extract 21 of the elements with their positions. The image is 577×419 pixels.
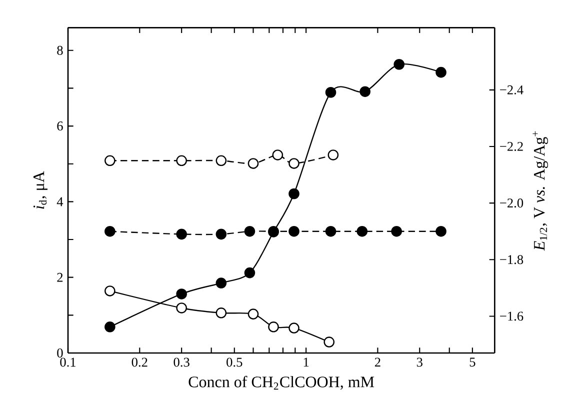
- y2-axis-title: E$_{1/2}$, V vs. Ag/Ag$^{+}$: [532, 131, 548, 251]
- y2-tick-label: −1.8: [500, 255, 524, 264]
- y-tick-label: 0: [57, 348, 63, 358]
- x-tick-label: 2: [374, 358, 380, 367]
- y-tick-label: 2: [57, 272, 63, 282]
- y-tick-label: 6: [57, 122, 63, 131]
- x-tick-label: 0.2: [132, 358, 148, 367]
- x-tick-label: 0.5: [226, 358, 242, 367]
- x-tick-label: 0.1: [60, 358, 76, 367]
- x-tick-label: 5: [470, 358, 476, 367]
- y-tick-label: 4: [56, 197, 64, 206]
- x-axis-title: Concn of CH$_{2}$ClCOOH, mM: [188, 376, 374, 390]
- x-tick-label: 0.3: [174, 358, 190, 367]
- y-axis-title: i$_{d}$, μA: [33, 171, 48, 209]
- y2-tick-label: −2.4: [500, 85, 524, 94]
- y2-tick-label: −2.2: [500, 142, 523, 151]
- y2-tick-label: −1.6: [500, 312, 524, 321]
- y2-tick-label: −2.0: [500, 198, 524, 208]
- x-tick-label: 3: [416, 358, 422, 367]
- x-tick-label: 1: [304, 358, 309, 367]
- y-tick-label: 8: [57, 46, 63, 55]
